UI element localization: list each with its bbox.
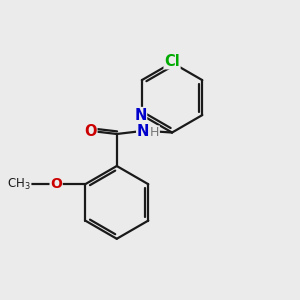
Text: Cl: Cl [164, 54, 180, 69]
Text: N: N [137, 124, 149, 139]
Text: H: H [150, 126, 159, 139]
Text: O: O [50, 177, 62, 191]
Text: N: N [134, 108, 146, 123]
Text: CH$_3$: CH$_3$ [7, 177, 31, 192]
Text: O: O [84, 124, 97, 139]
